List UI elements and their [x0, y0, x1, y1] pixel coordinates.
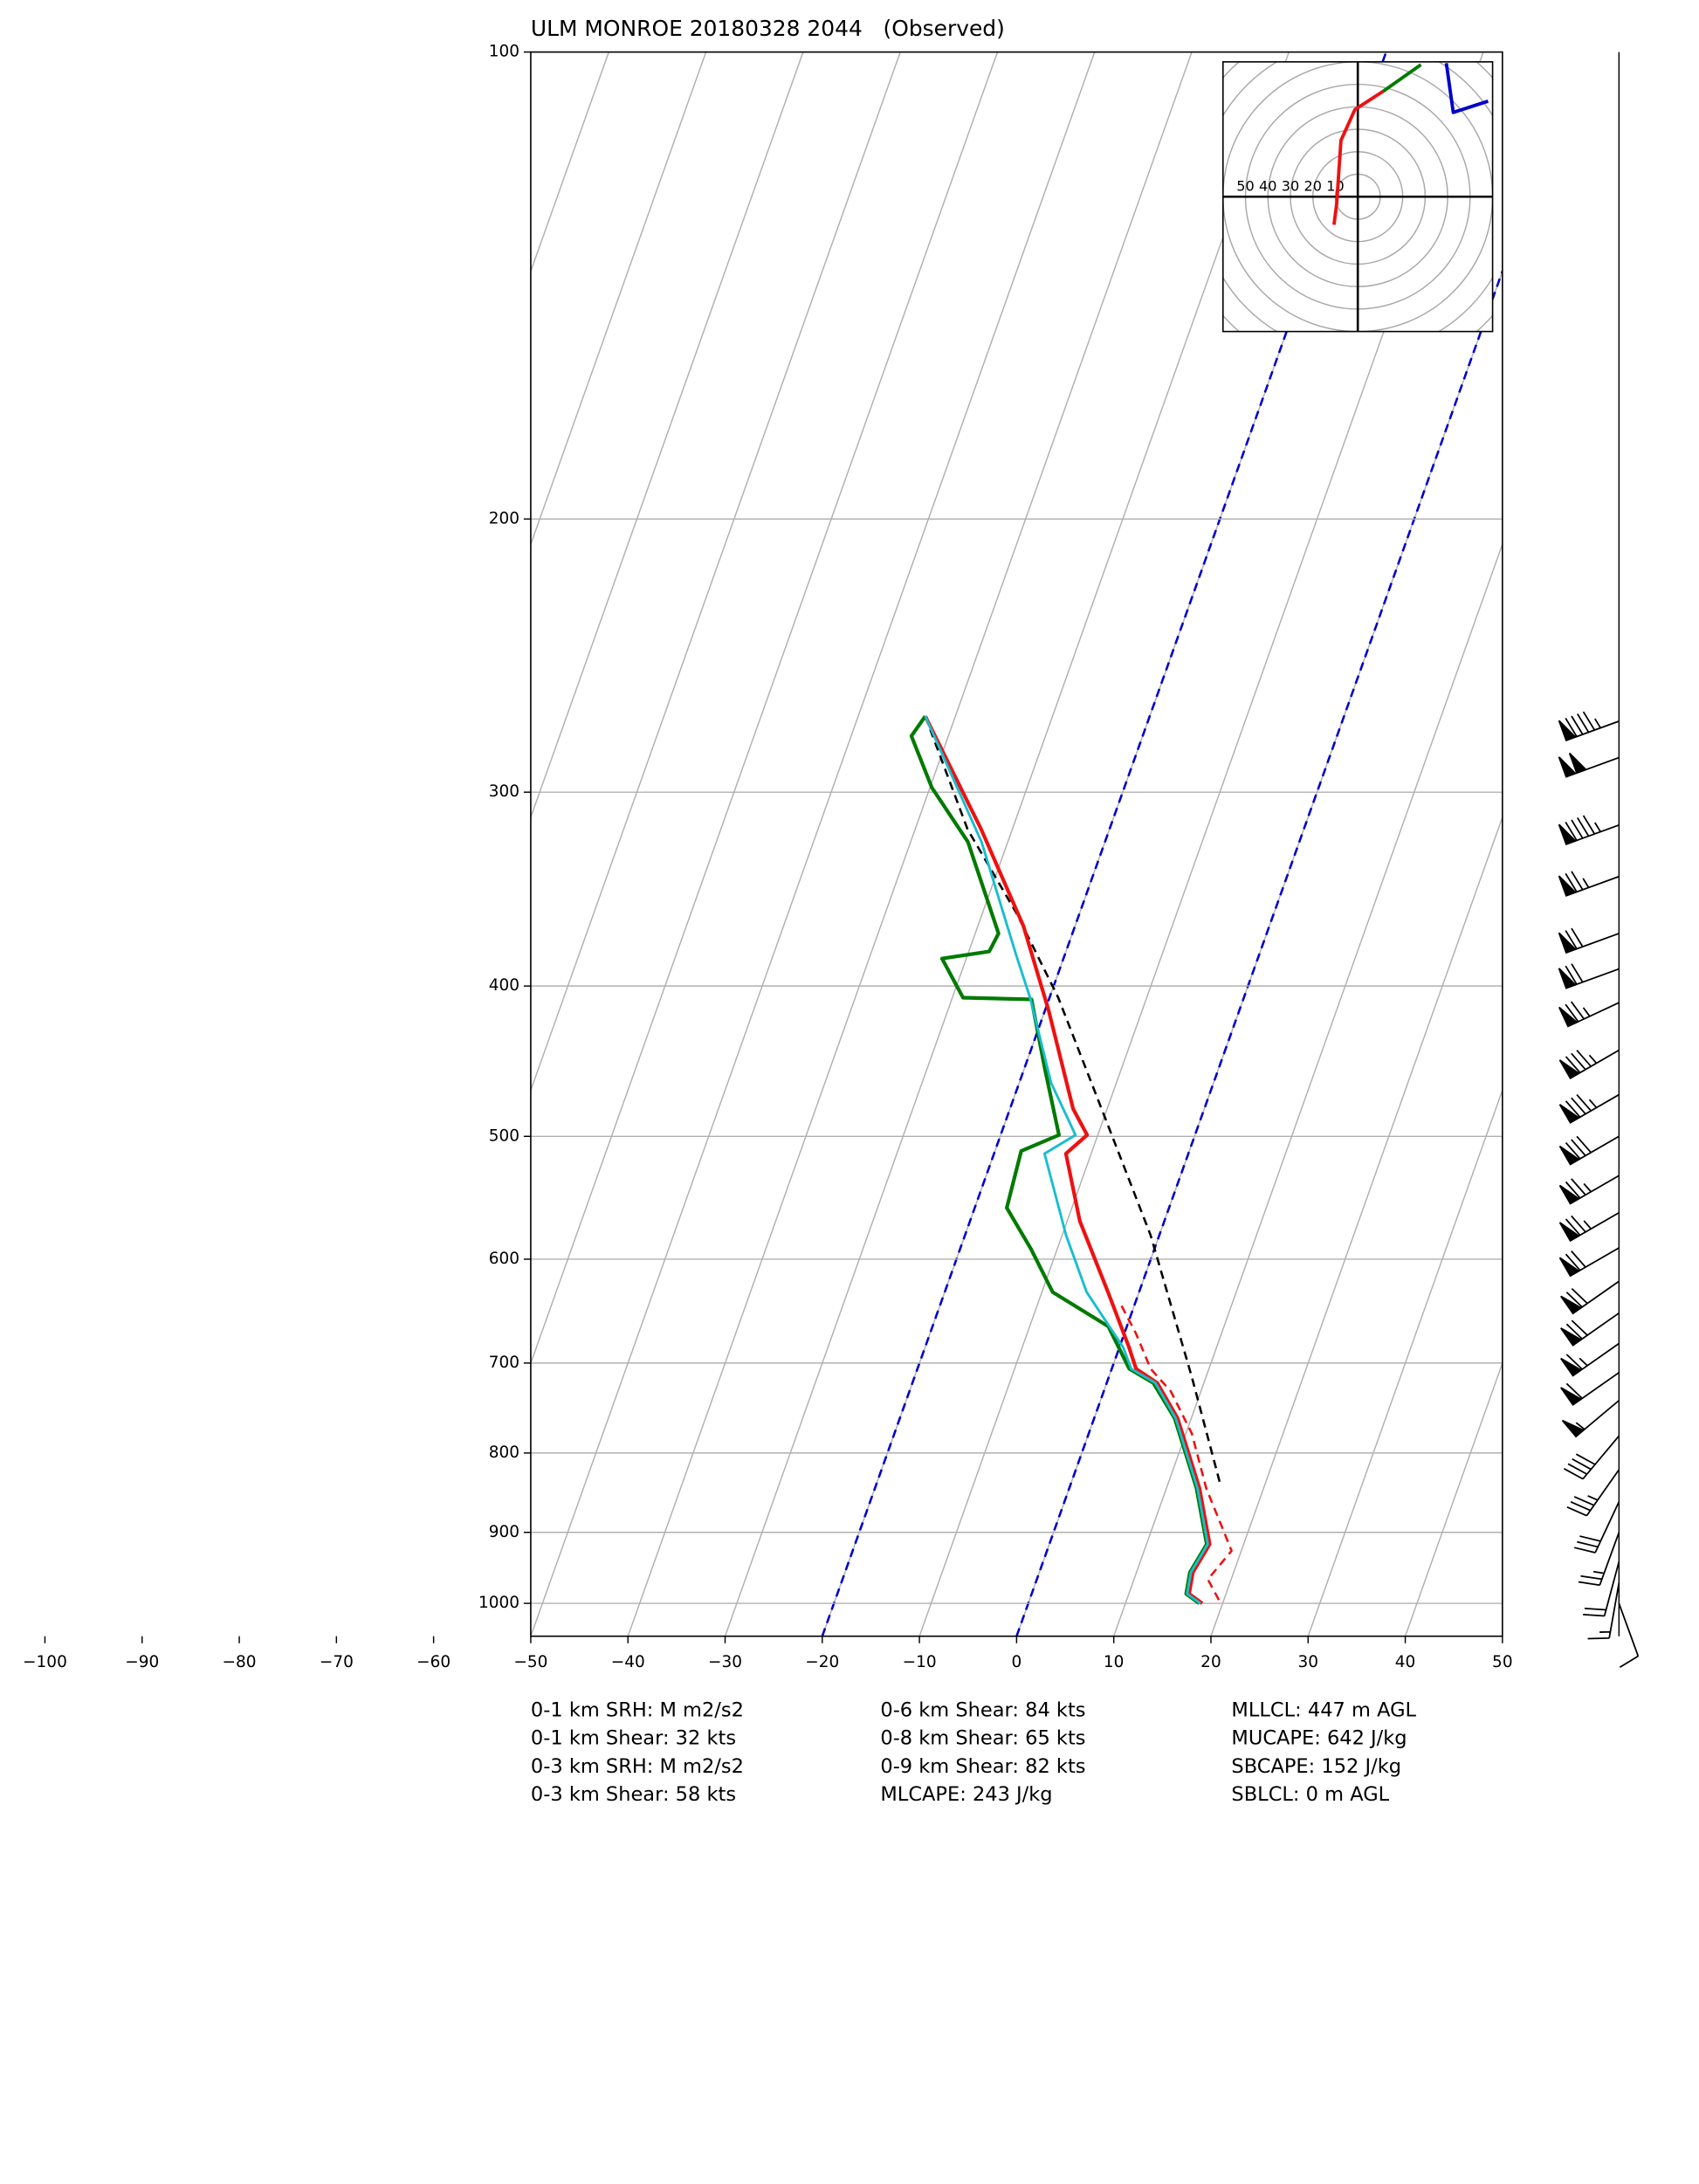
wind-barb — [1561, 1400, 1620, 1438]
x-tick-label: −40 — [611, 1653, 645, 1671]
isotherm — [530, 52, 1096, 1636]
wind-barb — [1558, 871, 1620, 897]
x-tick-label: 20 — [1200, 1653, 1221, 1671]
y-tick-label: 1000 — [478, 1594, 519, 1612]
stat-line: SBLCL: 0 m AGL — [1231, 1783, 1389, 1806]
hodograph-ring-label: 10 — [1326, 177, 1344, 194]
hodograph-ring-label: 30 — [1282, 177, 1299, 194]
stat-line: MUCAPE: 642 J/kg — [1231, 1727, 1407, 1750]
stat-line: 0-9 km Shear: 82 kts — [880, 1755, 1085, 1778]
isotherm — [724, 52, 1290, 1636]
plot-frame — [530, 51, 1503, 1637]
profile-line — [924, 715, 1209, 1605]
isotherm — [1210, 815, 1503, 1636]
y-tick-label: 300 — [489, 782, 519, 801]
wind-barb — [1566, 1469, 1620, 1517]
wind-barb — [1558, 1135, 1620, 1166]
x-tick-label: 10 — [1104, 1653, 1125, 1671]
wind-barb — [1558, 927, 1620, 954]
wind-barb — [1583, 1561, 1620, 1617]
isotherm — [1307, 1088, 1503, 1636]
profile-line — [1120, 1305, 1233, 1604]
isotherm — [1112, 542, 1503, 1636]
y-tick-label: 900 — [489, 1523, 519, 1541]
isotherm — [1404, 1361, 1503, 1636]
wind-barb — [1558, 963, 1620, 989]
x-tick-label: −30 — [708, 1653, 742, 1671]
isotherm — [530, 52, 901, 1092]
wind-barb — [1618, 1602, 1640, 1669]
wind-barb — [1558, 711, 1620, 742]
x-tick-label: 50 — [1492, 1653, 1513, 1671]
hodograph-ring-label: 40 — [1259, 177, 1276, 194]
x-tick-label: −50 — [513, 1653, 547, 1671]
stat-line: 0-6 km Shear: 84 kts — [880, 1698, 1085, 1721]
y-tick-label: 600 — [489, 1250, 519, 1268]
wind-barb — [1560, 1372, 1620, 1406]
stat-line: 0-3 km SRH: M m2/s2 — [531, 1755, 744, 1778]
hodograph-ring-label: 50 — [1236, 177, 1254, 194]
stat-line: MLLCL: 447 m AGL — [1231, 1698, 1416, 1721]
y-tick-label: 100 — [489, 43, 519, 61]
x-tick-label: 30 — [1297, 1653, 1318, 1671]
wind-barb — [1558, 815, 1620, 845]
wind-barb — [1558, 752, 1620, 778]
wind-barb — [1558, 1093, 1620, 1124]
stat-line: 0-1 km Shear: 32 kts — [531, 1727, 736, 1750]
wind-barb — [1560, 1312, 1620, 1347]
stats: 0-1 km SRH: M m2/s2 0-1 km Shear: 32 kts 0… — [531, 1698, 1417, 1805]
x-tick-label: −100 — [23, 1653, 67, 1671]
y-tick-label: 200 — [489, 509, 519, 527]
isotherm — [530, 52, 804, 820]
y-tick-label: 800 — [489, 1443, 519, 1462]
wind-barb — [1558, 1211, 1620, 1243]
profile-line — [924, 715, 1222, 1486]
hodograph-trace — [1332, 89, 1385, 225]
profile-line — [923, 715, 1212, 1605]
x-tick-label: −60 — [416, 1653, 451, 1671]
wind-barb — [1574, 1501, 1620, 1554]
stat-line: MLCAPE: 243 J/kg — [880, 1783, 1052, 1806]
x-tick-label: 40 — [1395, 1653, 1416, 1671]
x-tick-label: −90 — [125, 1653, 159, 1671]
hodograph-trace — [1382, 63, 1422, 93]
isotherm — [530, 52, 707, 547]
stat-line: SBCAPE: 152 J/kg — [1231, 1755, 1401, 1778]
hodograph-frame — [1221, 61, 1494, 333]
wind-barb — [1578, 1532, 1620, 1587]
wind-barb — [1560, 1342, 1620, 1377]
wind-barb — [1558, 1049, 1620, 1080]
wind-barb — [1563, 1435, 1620, 1480]
isotherm — [530, 52, 999, 1366]
stat-line: 0-1 km SRH: M m2/s2 — [531, 1698, 744, 1721]
wind-barb — [1560, 1280, 1620, 1315]
chart-title: ULM MONROE 20180328 2044 (Observed) — [531, 16, 1005, 41]
y-tick-label: 400 — [489, 976, 519, 995]
wind-barb — [1587, 1582, 1620, 1640]
y-tick-label: 700 — [489, 1354, 519, 1372]
wind-barb — [1558, 1175, 1620, 1205]
x-tick-label: 0 — [1012, 1653, 1022, 1671]
isotherm — [627, 52, 1193, 1636]
wind-barb — [1558, 1247, 1620, 1278]
stat-line: 0-3 km Shear: 58 kts — [531, 1783, 736, 1806]
hodograph-trace — [1444, 63, 1489, 114]
y-tick-label: 500 — [489, 1126, 519, 1145]
plot-area — [530, 52, 1503, 1636]
x-tick-label: −70 — [320, 1653, 354, 1671]
x-tick-label: −20 — [805, 1653, 839, 1671]
x-tick-label: −80 — [223, 1653, 257, 1671]
x-tick-label: −10 — [903, 1653, 937, 1671]
stat-line: 0-8 km Shear: 65 kts — [880, 1727, 1085, 1750]
wind-barb — [1558, 1001, 1620, 1028]
hodograph-ring-label: 20 — [1303, 177, 1321, 194]
